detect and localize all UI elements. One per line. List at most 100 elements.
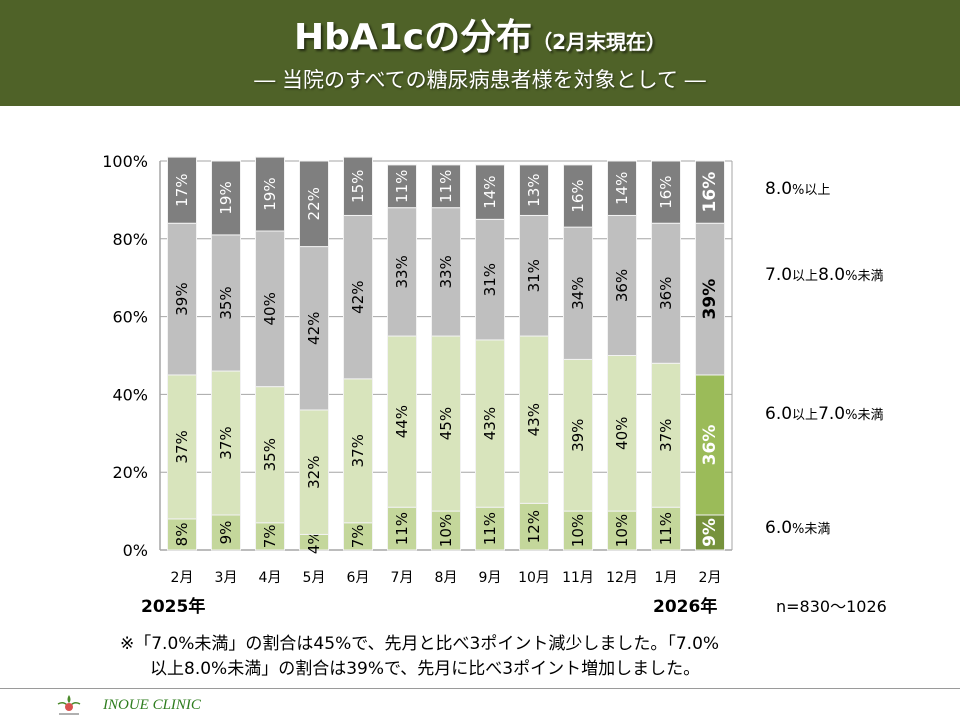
- bar-segment-1: [211, 370, 241, 516]
- bar-segment-3: [563, 164, 593, 228]
- x-tick-label: 3月: [215, 570, 238, 586]
- bar-segment-1: [167, 374, 197, 520]
- footnote-line-2: 以上8.0%未満」の割合は39%で、先月に比べ3ポイント増加しました。: [150, 659, 701, 679]
- bar-segment-2: [651, 222, 681, 364]
- bar-segment-3: [519, 164, 549, 216]
- data-label: 36%: [613, 269, 631, 302]
- bar-segment-1: [343, 378, 373, 524]
- data-label: 12%: [525, 510, 543, 543]
- data-label: 14%: [481, 175, 499, 208]
- bar-segment-0: [255, 522, 285, 551]
- data-label: 43%: [525, 403, 543, 436]
- bar-segment-2: [519, 214, 549, 337]
- bar-segment-0: [211, 514, 241, 551]
- year-label-end: 2026年: [653, 597, 718, 617]
- bar-segment-3: [431, 164, 461, 209]
- bar-segment-0: [563, 510, 593, 551]
- bar-segment-0: [607, 510, 637, 551]
- bar-segment-1: [475, 339, 505, 508]
- bar-segment-1: [607, 355, 637, 512]
- bar-segment-3: [695, 160, 725, 224]
- data-label: 36%: [700, 425, 720, 466]
- x-tick-label: 2月: [171, 570, 194, 586]
- data-label: 15%: [349, 170, 367, 203]
- sample-size-label: n=830～1026: [776, 597, 887, 616]
- data-label: 11%: [393, 170, 411, 203]
- x-tick-label: 6月: [347, 570, 370, 586]
- clinic-name: INOUE CLINIC: [103, 697, 201, 713]
- footnote: ※「7.0%未満」の割合は45%で、先月と比べ3ポイント減少しました。「7.0%…: [120, 632, 800, 682]
- legend-series-2: 7.0以上8.0%未満: [765, 265, 884, 285]
- x-tick-label: 4月: [259, 570, 282, 586]
- bar-segment-0: [387, 506, 417, 551]
- data-label: 10%: [437, 514, 455, 547]
- data-label: 37%: [173, 430, 191, 463]
- x-tick-label: 2月: [699, 570, 722, 586]
- data-label: 7%: [349, 524, 367, 548]
- x-tick-label: 1月: [655, 570, 678, 586]
- data-label: 16%: [569, 179, 587, 212]
- x-tick-label: 11月: [562, 570, 594, 586]
- bar-segment-2: [255, 230, 285, 388]
- x-tick-label: 10月: [518, 570, 550, 586]
- data-label: 40%: [261, 292, 279, 325]
- year-label-start: 2025年: [141, 597, 206, 617]
- data-label: 19%: [217, 181, 235, 214]
- bar-segment-0: [431, 510, 461, 551]
- data-label: 37%: [657, 419, 675, 452]
- data-label: 39%: [569, 419, 587, 452]
- data-label: 11%: [437, 170, 455, 203]
- clinic-logo-icon: [57, 695, 81, 715]
- data-label: 16%: [700, 172, 720, 213]
- bar-segment-2: [343, 214, 373, 380]
- bar-segment-1: [431, 335, 461, 512]
- y-tick-label: 80%: [112, 230, 148, 249]
- data-label: 32%: [305, 456, 323, 489]
- bar-segment-3: [343, 156, 373, 216]
- footnote-line-1: ※「7.0%未満」の割合は45%で、先月と比べ3ポイント減少しました。「7.0%: [120, 634, 720, 654]
- bar-segment-3: [475, 164, 505, 220]
- bar-segment-3: [607, 160, 637, 216]
- data-label: 44%: [393, 405, 411, 438]
- title-main: HbA1cの分布: [293, 17, 533, 58]
- legend-series-0: 6.0%未満: [765, 518, 831, 538]
- data-label: 35%: [217, 286, 235, 319]
- y-tick-label: 20%: [112, 463, 148, 482]
- bar-segment-1: [695, 374, 725, 516]
- data-label: 10%: [569, 514, 587, 547]
- bar-segment-2: [695, 222, 725, 376]
- header-banner: HbA1cの分布（2月末現在） ― 当院のすべての糖尿病患者様を対象として ―: [0, 0, 960, 106]
- page-subtitle: ― 当院のすべての糖尿病患者様を対象として ―: [254, 68, 706, 92]
- bar-segment-3: [299, 160, 329, 248]
- data-label: 33%: [437, 255, 455, 288]
- y-tick-label: 0%: [123, 541, 148, 560]
- bar-segment-2: [211, 234, 241, 372]
- data-label: 11%: [657, 512, 675, 545]
- data-label: 11%: [481, 512, 499, 545]
- title-suffix: （2月末現在）: [532, 30, 667, 54]
- data-label: 4%: [305, 530, 323, 554]
- data-label: 35%: [261, 438, 279, 471]
- x-tick-label: 12月: [606, 570, 638, 586]
- data-label: 33%: [393, 255, 411, 288]
- data-label: 43%: [481, 407, 499, 440]
- bar-segment-1: [563, 358, 593, 512]
- data-label: 37%: [217, 426, 235, 459]
- data-label: 36%: [657, 277, 675, 310]
- bar-segment-2: [387, 207, 417, 337]
- legend-series-3: 8.0%以上: [765, 179, 831, 199]
- bar-segment-2: [607, 214, 637, 356]
- data-label: 40%: [613, 417, 631, 450]
- bar-segment-2: [167, 222, 197, 376]
- bar-segment-3: [255, 156, 285, 232]
- y-tick-label: 100%: [102, 152, 148, 171]
- x-tick-label: 7月: [391, 570, 414, 586]
- data-label: 17%: [173, 174, 191, 207]
- data-label: 11%: [393, 512, 411, 545]
- bar-segment-2: [475, 218, 505, 341]
- data-label: 39%: [173, 282, 191, 315]
- data-label: 31%: [481, 263, 499, 296]
- data-label: 31%: [525, 259, 543, 292]
- data-label: 37%: [349, 434, 367, 467]
- data-label: 10%: [613, 514, 631, 547]
